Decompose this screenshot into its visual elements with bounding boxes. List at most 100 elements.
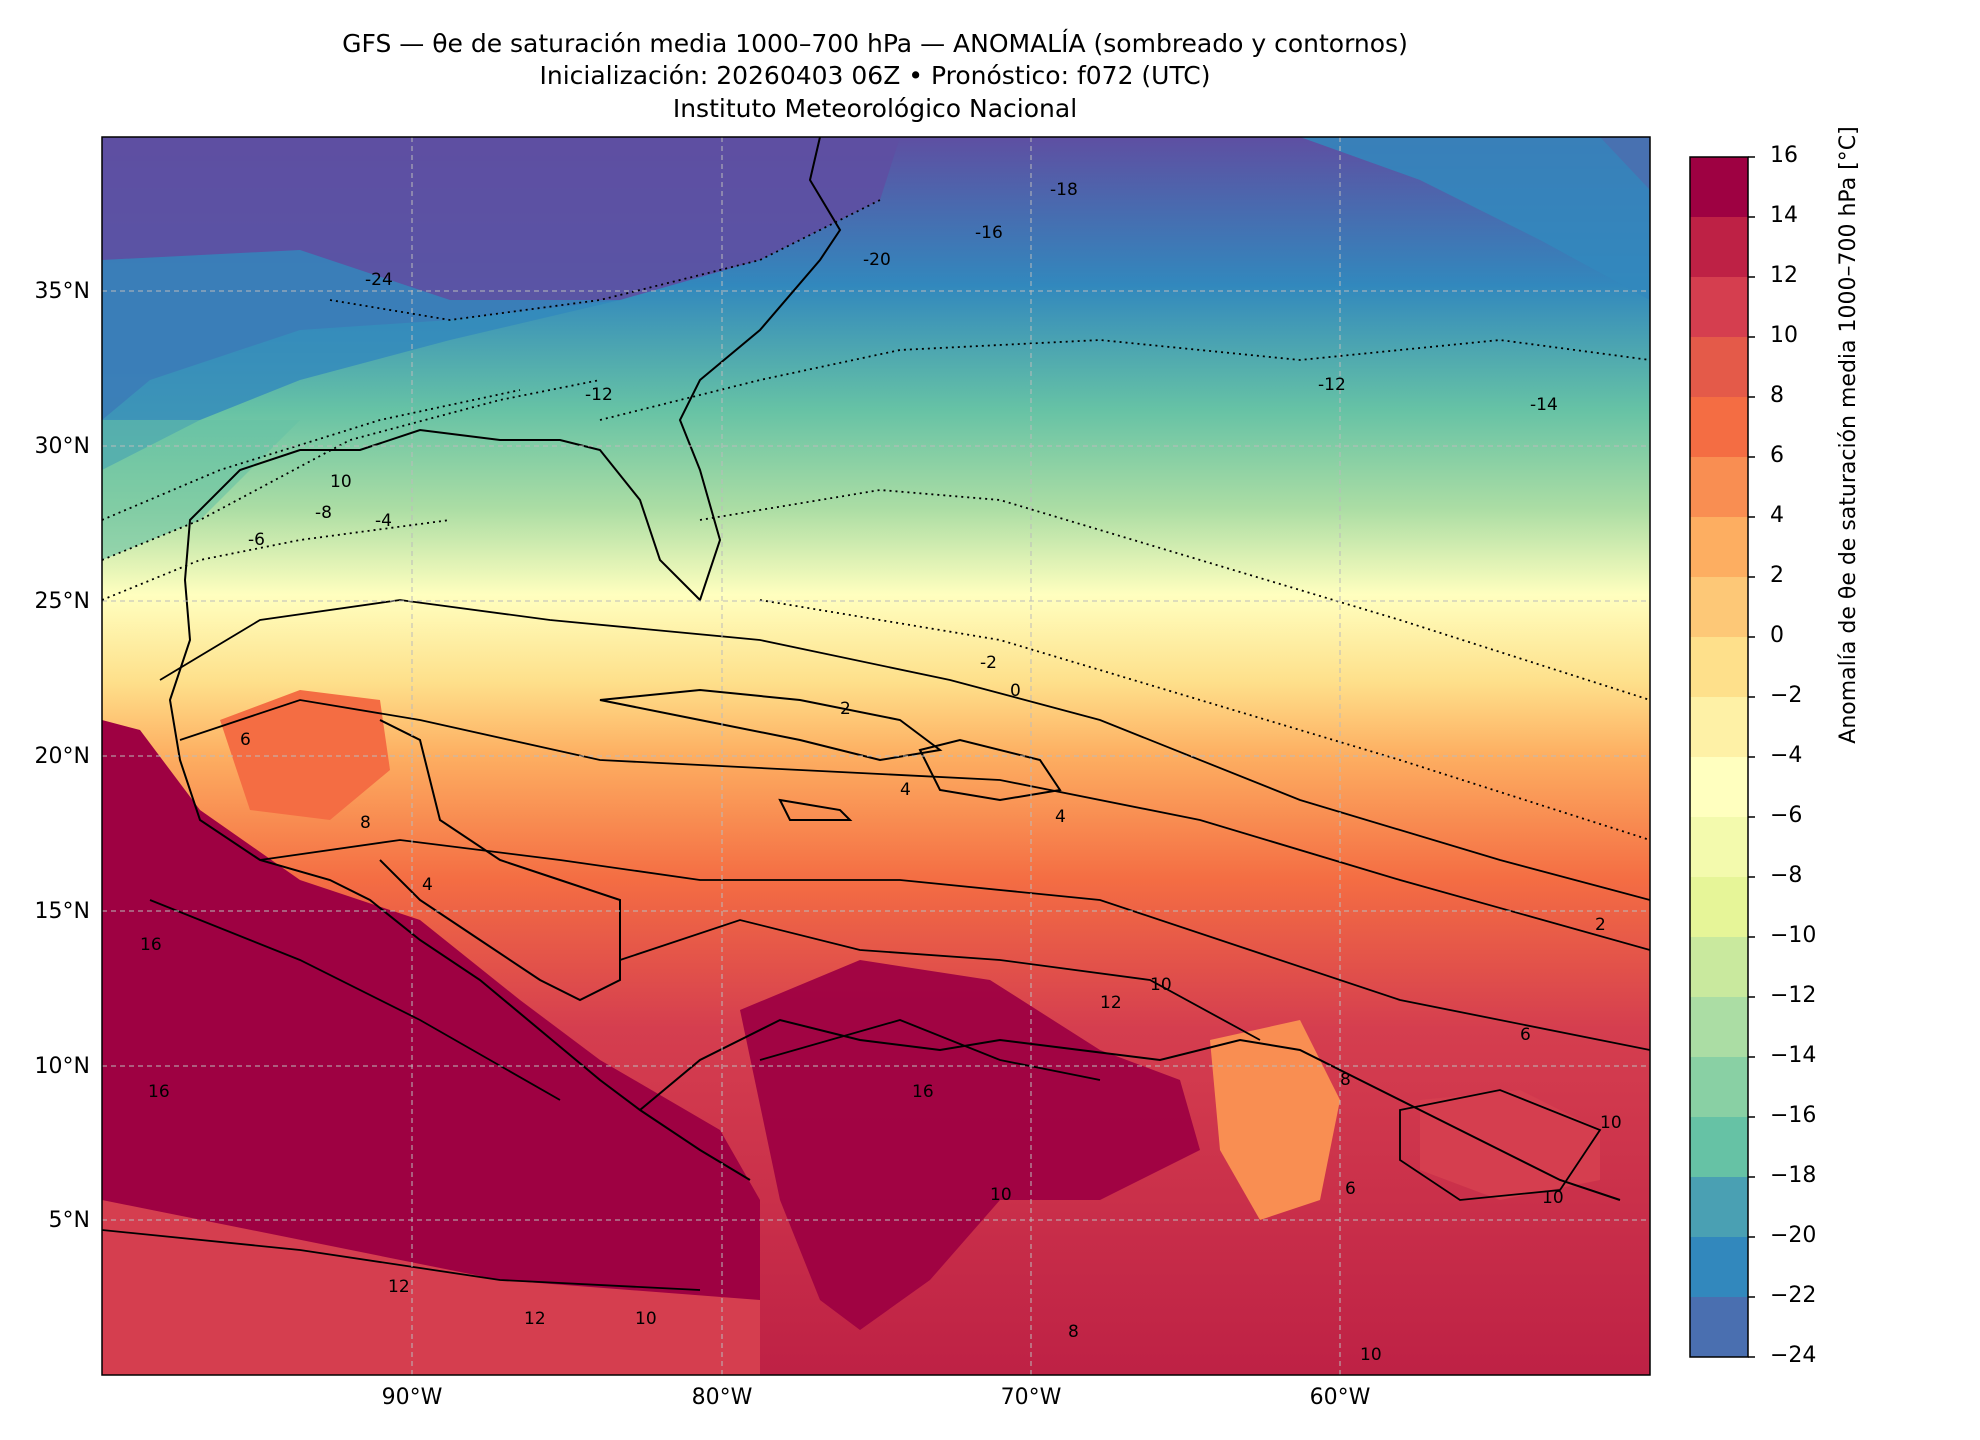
colorbar-swatch <box>1690 1057 1748 1118</box>
colorbar-swatch <box>1690 937 1748 998</box>
colorbar-tick-label: 4 <box>1770 503 1784 528</box>
lat-tick-15: 15°N <box>34 899 90 924</box>
colorbar-swatch <box>1690 1237 1748 1298</box>
colorbar-tick-label: −16 <box>1770 1103 1817 1128</box>
svg-text:10: 10 <box>635 1309 657 1329</box>
shaded-field <box>102 137 1650 1375</box>
svg-text:10: 10 <box>1542 1188 1564 1208</box>
svg-text:4: 4 <box>422 875 433 895</box>
svg-text:-12: -12 <box>585 385 613 405</box>
lat-tick-25: 25°N <box>34 589 90 614</box>
colorbar-tick-label: −2 <box>1770 683 1803 708</box>
svg-text:0: 0 <box>1010 681 1021 701</box>
svg-text:6: 6 <box>240 730 251 750</box>
colorbar-label: Anomalía de θe de saturación media 1000–… <box>1836 126 1861 744</box>
colorbar-tick-label: 12 <box>1770 263 1798 288</box>
svg-text:16: 16 <box>140 935 162 955</box>
colorbar-swatch <box>1690 877 1748 938</box>
svg-text:-14: -14 <box>1530 395 1558 415</box>
lat-tick-20: 20°N <box>34 744 90 769</box>
colorbar-swatch <box>1690 637 1748 698</box>
svg-text:4: 4 <box>1055 807 1066 827</box>
svg-text:10: 10 <box>1600 1113 1622 1133</box>
svg-text:-6: -6 <box>248 530 265 550</box>
svg-text:12: 12 <box>1100 993 1122 1013</box>
svg-text:12: 12 <box>524 1309 546 1329</box>
colorbar-swatch <box>1690 1297 1748 1358</box>
colorbar-swatch <box>1690 277 1748 338</box>
colorbar-tick-label: 14 <box>1770 203 1798 228</box>
svg-text:-12: -12 <box>1318 375 1346 395</box>
svg-text:8: 8 <box>1068 1322 1079 1342</box>
colorbar-tick-label: −6 <box>1770 803 1803 828</box>
svg-text:8: 8 <box>1340 1070 1351 1090</box>
colorbar-tick-label: 6 <box>1770 443 1784 468</box>
colorbar-tick-label: −22 <box>1770 1283 1817 1308</box>
colorbar-swatch <box>1690 517 1748 578</box>
svg-text:-16: -16 <box>975 223 1003 243</box>
svg-text:10: 10 <box>1150 975 1172 995</box>
chart-title: GFS — θe de saturación media 1000–700 hP… <box>342 29 1408 58</box>
coastlines <box>168 137 1621 1201</box>
colorbar-tick-label: −20 <box>1770 1223 1817 1248</box>
svg-text:-20: -20 <box>863 250 891 270</box>
colorbar-tick-label: −14 <box>1770 1043 1817 1068</box>
svg-text:2: 2 <box>840 699 851 719</box>
colorbar-tick-label: −24 <box>1770 1343 1817 1368</box>
contour-labels: -24 -20 -18 -16 -12 -14 -12 10 -8 -4 -6 -2 0 2 6 4… <box>140 180 1622 1365</box>
svg-text:-24: -24 <box>365 270 393 290</box>
svg-text:-8: -8 <box>315 503 332 523</box>
svg-text:2: 2 <box>1595 915 1606 935</box>
colorbar-tick-label: 8 <box>1770 383 1784 408</box>
gridlines <box>102 137 1650 1375</box>
colorbar-swatch <box>1690 697 1748 758</box>
colorbar-swatch <box>1690 337 1748 398</box>
svg-text:-2: -2 <box>980 653 997 673</box>
plot-frame <box>101 136 1651 1376</box>
colorbar-swatch <box>1690 217 1748 278</box>
colorbar-swatch <box>1690 817 1748 878</box>
colorbar-tick-label: 2 <box>1770 563 1784 588</box>
svg-text:16: 16 <box>912 1082 934 1102</box>
svg-text:8: 8 <box>360 813 371 833</box>
colorbar-tick-label: −4 <box>1770 743 1803 768</box>
svg-text:10: 10 <box>330 472 352 492</box>
chart-subtitle-institution: Instituto Meteorológico Nacional <box>672 94 1078 123</box>
colorbar-swatch <box>1690 157 1748 218</box>
colorbar-tick-label: −8 <box>1770 863 1803 888</box>
svg-text:6: 6 <box>1345 1179 1356 1199</box>
colorbar-swatch <box>1690 457 1748 518</box>
contours <box>102 199 1650 1291</box>
svg-text:16: 16 <box>148 1082 170 1102</box>
colorbar-swatch <box>1690 577 1748 638</box>
lat-tick-30: 30°N <box>34 434 90 459</box>
lat-tick-35: 35°N <box>34 279 90 304</box>
svg-text:-4: -4 <box>375 511 392 531</box>
colorbar-swatch <box>1690 397 1748 458</box>
svg-text:10: 10 <box>990 1185 1012 1205</box>
colorbar-swatch <box>1690 997 1748 1058</box>
svg-text:12: 12 <box>388 1277 410 1297</box>
lon-tick-70: 70°W <box>1000 1385 1062 1410</box>
colorbar-swatch <box>1690 757 1748 818</box>
svg-text:4: 4 <box>900 780 911 800</box>
svg-text:-18: -18 <box>1050 180 1078 200</box>
lat-tick-5: 5°N <box>48 1208 90 1233</box>
svg-text:10: 10 <box>1360 1345 1382 1365</box>
colorbar-tick-label: −18 <box>1770 1163 1817 1188</box>
colorbar-swatch <box>1690 1177 1748 1238</box>
colorbar <box>1689 156 1755 1358</box>
colorbar-tick-label: 0 <box>1770 623 1784 648</box>
colorbar-tick-label: −12 <box>1770 983 1817 1008</box>
colorbar-tick-label: −10 <box>1770 923 1817 948</box>
colorbar-tick-label: 16 <box>1770 143 1798 168</box>
lat-tick-10: 10°N <box>34 1054 90 1079</box>
svg-text:6: 6 <box>1520 1025 1531 1045</box>
colorbar-tick-label: 10 <box>1770 323 1798 348</box>
chart-subtitle-init: Inicialización: 20260403 06Z • Pronóstic… <box>539 61 1211 90</box>
lon-tick-80: 80°W <box>691 1385 753 1410</box>
lon-tick-90: 90°W <box>381 1385 443 1410</box>
colorbar-swatch <box>1690 1117 1748 1178</box>
lon-tick-60: 60°W <box>1309 1385 1371 1410</box>
